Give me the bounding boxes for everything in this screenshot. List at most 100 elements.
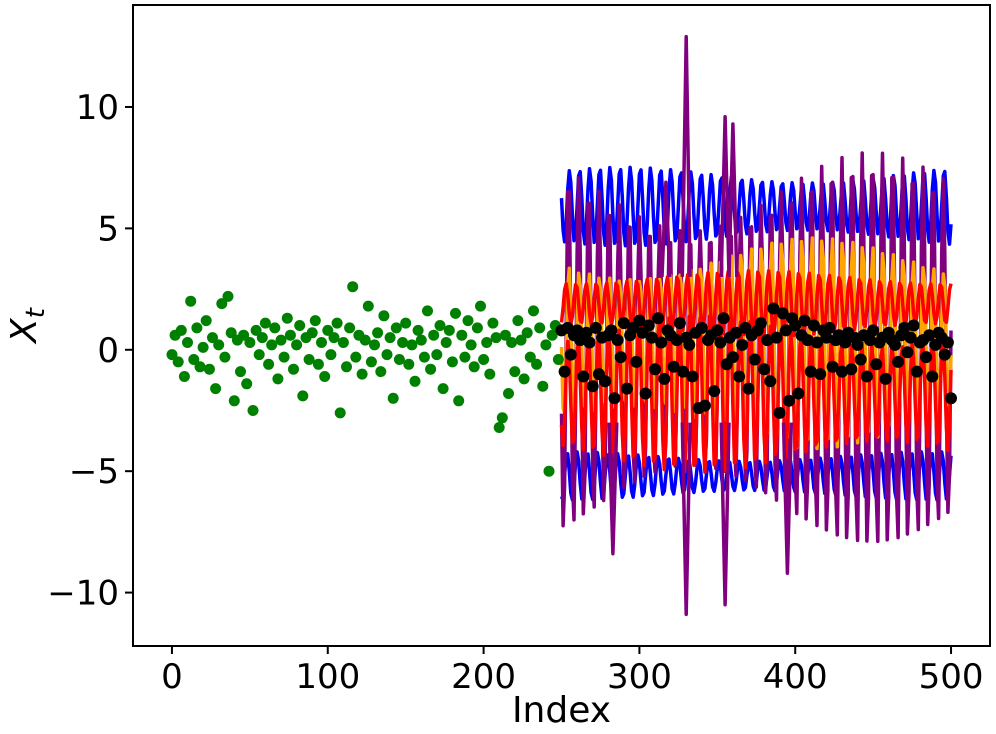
observed-point [316, 337, 327, 348]
predicted-point [608, 392, 621, 405]
predicted-point [652, 312, 665, 325]
observed-point [428, 329, 440, 341]
predicted-point [910, 365, 923, 378]
observed-point [344, 322, 356, 334]
predicted-point [645, 331, 658, 344]
observed-point [456, 329, 468, 341]
predicted-point [726, 351, 739, 364]
predicted-point [907, 319, 920, 332]
x-axis-ticks: 0 100 200 300 400 500 [161, 646, 983, 697]
observed-point [534, 322, 546, 334]
observed-point [291, 339, 303, 351]
predicted-point [630, 355, 643, 368]
observed-point [524, 351, 536, 363]
observed-point [471, 322, 483, 334]
predicted-point [677, 365, 689, 378]
predicted-point [667, 360, 680, 373]
predicted-point [860, 370, 873, 383]
purple-spike-3 [719, 114, 731, 277]
observed-point [503, 388, 514, 399]
observed-point [278, 351, 290, 363]
observed-point [272, 373, 284, 385]
x-tick-label: 0 [161, 657, 183, 697]
observed-point [188, 354, 200, 365]
predicted-point [823, 321, 836, 334]
observed-point [191, 322, 203, 334]
observed-point [406, 339, 418, 351]
predicted-point [836, 365, 848, 378]
observed-point [210, 383, 222, 395]
observed-point [247, 405, 259, 416]
observed-point [259, 317, 271, 329]
predicted-point [599, 375, 612, 388]
observed-point [543, 465, 555, 477]
observed-point [431, 349, 443, 361]
y-axis-ticks: −10 −5 0 5 10 [47, 88, 133, 614]
predicted-point [564, 348, 577, 361]
observed-point [322, 324, 334, 336]
observed-point [425, 363, 437, 375]
purple-spike-5 [727, 122, 739, 277]
predicted-point [583, 336, 596, 349]
observed-point [418, 351, 430, 363]
x-tick-label: 300 [607, 657, 672, 697]
purple-spike-1 [680, 34, 692, 277]
predicted-point [649, 363, 661, 376]
predicted-point [711, 324, 724, 337]
y-axis-label: Xt [4, 307, 51, 345]
observed-point [365, 356, 377, 368]
observed-point [381, 349, 393, 361]
predicted-point [792, 387, 805, 400]
x-tick-label: 200 [451, 657, 516, 697]
observed-point [306, 327, 318, 339]
predicted-point [864, 334, 876, 347]
observed-point [235, 366, 246, 378]
predicted-point [586, 380, 599, 393]
predicted-point [764, 375, 777, 388]
observed-point [546, 329, 558, 341]
observed-point [422, 305, 433, 317]
y-tick-label: −5 [69, 452, 119, 492]
y-tick-label: 0 [97, 331, 119, 371]
observed-point [319, 371, 331, 382]
plot-area-frame [132, 4, 991, 647]
observed-point [197, 341, 209, 353]
observed-point [203, 363, 215, 375]
observed-point [207, 332, 218, 344]
purple-spike-6 [781, 422, 794, 575]
observed-point [341, 361, 352, 373]
observed-point [409, 375, 421, 387]
predicted-point [926, 370, 939, 383]
predicted-point [761, 334, 774, 347]
predicted-point [801, 334, 814, 347]
observed-point [288, 363, 299, 375]
observed-points [166, 281, 564, 477]
observed-point [496, 412, 508, 424]
predicted-point [589, 321, 602, 334]
predicted-point [698, 399, 711, 412]
predicted-point [655, 336, 668, 349]
predicted-point [642, 319, 655, 332]
predicted-point [670, 334, 683, 347]
observed-point [350, 351, 362, 363]
observed-point [359, 334, 371, 346]
predicted-point [620, 382, 633, 395]
predicted-point [776, 307, 789, 320]
predicted-points [555, 302, 957, 419]
observed-point [325, 349, 337, 361]
observed-point [328, 332, 340, 344]
predicted-point [695, 321, 708, 334]
predicted-point [789, 319, 802, 332]
predicted-point [658, 372, 671, 385]
observed-point [347, 281, 359, 293]
observed-point [178, 371, 190, 382]
observed-point [225, 327, 237, 339]
observed-point [362, 300, 374, 312]
observed-point [375, 366, 387, 378]
observed-point [256, 332, 268, 344]
y-tick-label: 10 [76, 88, 119, 128]
observed-point [415, 334, 427, 346]
predicted-point [686, 370, 699, 383]
predicted-point [854, 353, 867, 366]
predicted-point [714, 336, 727, 349]
